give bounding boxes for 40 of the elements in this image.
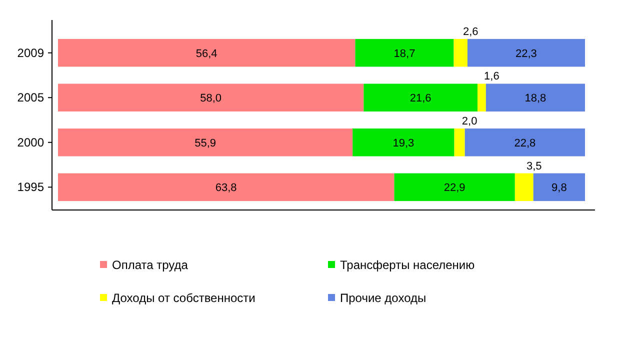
bar: [58, 84, 364, 112]
data-label: 1,6: [484, 70, 500, 83]
data-label: 22,3: [516, 48, 537, 60]
data-label: 22,8: [514, 137, 536, 150]
bar: [514, 173, 534, 202]
data-label: 22,9: [444, 182, 466, 194]
bar: [464, 128, 585, 156]
bar: [454, 38, 468, 67]
data-label: 18,7: [394, 48, 416, 60]
y-tick-label: 2009: [17, 46, 44, 60]
data-label: 63,8: [215, 182, 237, 194]
data-label: 21,6: [410, 92, 432, 105]
y-tick-label: 2000: [17, 135, 44, 150]
legend-label: Прочие доходы: [340, 291, 426, 305]
data-label: 55,9: [194, 137, 216, 150]
bar: [454, 128, 465, 156]
bar: [58, 173, 394, 202]
y-tick-label: 2005: [17, 90, 44, 105]
bar: [394, 173, 515, 202]
legend-label: Доходы от собственности: [112, 291, 256, 305]
bar: [355, 38, 454, 67]
data-label: 3,5: [526, 160, 542, 172]
data-label: 9,8: [552, 182, 567, 194]
legend-label: Оплата труда: [112, 258, 188, 272]
bar: [58, 38, 356, 67]
data-label: 19,3: [392, 137, 414, 150]
bar: [486, 84, 585, 112]
bar: [352, 128, 454, 156]
data-label: 56,4: [196, 48, 218, 60]
legend-label: Трансферты населению: [340, 258, 475, 272]
data-label: 58,0: [200, 92, 222, 105]
data-label: 2,0: [462, 116, 478, 128]
data-label: 18,8: [524, 92, 546, 105]
bar: [467, 38, 585, 67]
y-tick-label: 1995: [17, 180, 44, 194]
bar: [58, 128, 353, 156]
bar: [533, 173, 585, 202]
data-label: 2,6: [462, 26, 478, 38]
bar: [477, 84, 486, 112]
bar: [364, 84, 478, 112]
